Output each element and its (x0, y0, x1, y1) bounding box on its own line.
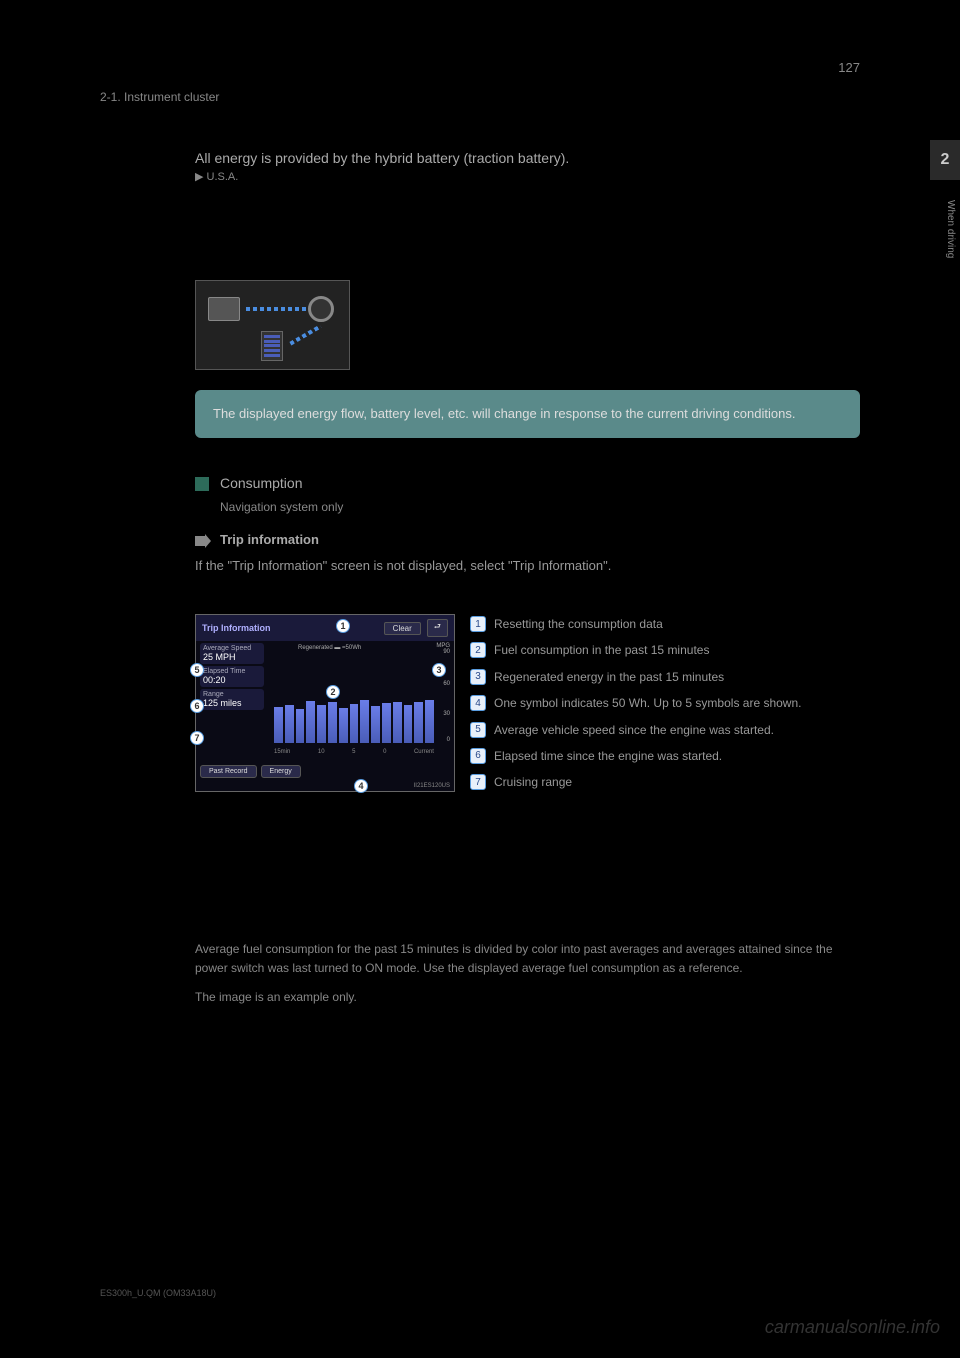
ts-mpg-label: MPG90 (436, 643, 450, 655)
feature-row: 3 Regenerated energy in the past 15 minut… (470, 667, 860, 687)
ts-bar (382, 703, 391, 743)
feature-number-badge: 7 (470, 774, 486, 790)
region-label: ▶ U.S.A. (195, 170, 238, 183)
feature-number-badge: 4 (470, 695, 486, 711)
ts-bar (360, 700, 369, 743)
info-callout-box: The displayed energy flow, battery level… (195, 390, 860, 438)
feature-number-badge: 5 (470, 722, 486, 738)
ts-bar (285, 705, 294, 744)
ts-bar (414, 702, 423, 743)
caption-text: Average fuel consumption for the past 15… (195, 940, 860, 1008)
feature-row: 4 One symbol indicates 50 Wh. Up to 5 sym… (470, 693, 860, 713)
feature-text: Elapsed time since the engine was starte… (494, 746, 860, 766)
ts-bar (425, 700, 434, 743)
section-energy-title: All energy is provided by the hybrid bat… (195, 150, 569, 166)
side-label: When driving (934, 200, 956, 258)
callout-1: 1 (336, 619, 350, 633)
feature-list: 1 Resetting the consumption data 2 Fuel con… (470, 614, 860, 799)
ts-bar (296, 709, 305, 743)
ts-clear-button[interactable]: Clear (384, 622, 421, 635)
feature-text: Resetting the consumption data (494, 614, 860, 634)
feature-number-badge: 3 (470, 669, 486, 685)
page-number: 127 (838, 60, 860, 75)
callout-4: 4 (354, 779, 368, 793)
ts-bar (317, 705, 326, 743)
flow-arrow-1 (246, 307, 306, 311)
feature-text: Regenerated energy in the past 15 minute… (494, 667, 860, 687)
feature-number-badge: 6 (470, 748, 486, 764)
ts-bar (339, 708, 348, 743)
energy-flow-diagram (195, 280, 350, 370)
ts-bar (328, 702, 337, 743)
ts-bar (350, 704, 359, 743)
flow-arrow-2 (289, 325, 321, 346)
trip-info-screenshot: Trip Information Clear ⮐ Average Speed 2… (195, 614, 455, 792)
feature-number-badge: 1 (470, 616, 486, 632)
ts-bar (306, 701, 315, 743)
ts-regen-label: Regenerated ▬ =50Wh (298, 645, 361, 651)
engine-icon (208, 297, 240, 321)
info-text: The displayed energy flow, battery level… (213, 406, 795, 421)
wheel-icon (308, 296, 334, 322)
ts-chart-area: Regenerated ▬ =50Wh MPG90 60 30 0 15min … (268, 641, 454, 761)
feature-text: Average vehicle speed since the engine w… (494, 720, 860, 740)
ts-bar (404, 705, 413, 743)
ts-range: Range 125 miles (200, 689, 264, 710)
trip-info-desc: If the "Trip Information" screen is not … (195, 556, 860, 576)
feature-text: One symbol indicates 50 Wh. Up to 5 symb… (494, 693, 860, 713)
feature-row: 5 Average vehicle speed since the engine … (470, 720, 860, 740)
ts-bar (274, 707, 283, 743)
side-tab: 2 (930, 140, 960, 180)
callout-3: 3 (432, 663, 446, 677)
ts-elapsed: Elapsed Time 00:20 (200, 666, 264, 687)
ts-back-button[interactable]: ⮐ (427, 619, 448, 637)
callout-7: 7 (190, 731, 204, 745)
page-header: 127 (100, 60, 860, 75)
callout-5: 5 (190, 663, 204, 677)
ts-bar (371, 706, 380, 743)
feature-text: Fuel consumption in the past 15 minutes (494, 640, 860, 660)
battery-icon (261, 331, 283, 361)
site-watermark: carmanualsonline.info (765, 1317, 940, 1338)
chapter-line: 2-1. Instrument cluster (100, 90, 860, 104)
feature-number-badge: 2 (470, 642, 486, 658)
trip-info-heading: Trip information (220, 532, 319, 547)
consumption-heading: Consumption (220, 475, 303, 491)
feature-text: Cruising range (494, 772, 860, 792)
ts-energy-button[interactable]: Energy (261, 765, 301, 778)
section-bullet-icon (195, 477, 209, 491)
feature-row: 6 Elapsed time since the engine was start… (470, 746, 860, 766)
feature-row: 7 Cruising range (470, 772, 860, 792)
ts-bar (393, 702, 402, 743)
feature-row: 1 Resetting the consumption data (470, 614, 860, 634)
arrow-right-icon (195, 534, 211, 548)
feature-row: 2 Fuel consumption in the past 15 minutes (470, 640, 860, 660)
ts-past-record-button[interactable]: Past Record (200, 765, 257, 778)
ts-title: Trip Information (202, 623, 271, 633)
callout-6: 6 (190, 699, 204, 713)
callout-2: 2 (326, 685, 340, 699)
ts-watermark: II21ES120US (414, 783, 450, 789)
nav-only-note: Navigation system only (220, 500, 343, 514)
footer-doc-id: ES300h_U.QM (OM33A18U) (100, 1288, 216, 1298)
ts-avg-speed: Average Speed 25 MPH (200, 643, 264, 664)
